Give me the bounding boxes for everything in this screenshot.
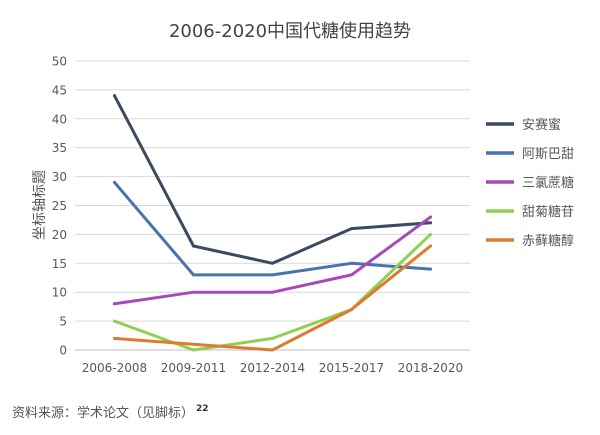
- legend-label: 三氯蔗糖: [522, 175, 574, 191]
- data-point: [350, 261, 353, 265]
- x-tick-label: 2018-2020: [398, 361, 463, 375]
- data-point: [192, 342, 195, 346]
- legend-label: 赤藓糖醇: [522, 233, 574, 249]
- data-point: [271, 336, 274, 340]
- data-point: [192, 273, 195, 277]
- y-axis-label: 坐标轴标题: [32, 170, 48, 240]
- y-tick-label: 40: [52, 112, 67, 126]
- y-tick-label: 25: [52, 199, 67, 213]
- data-point: [350, 273, 353, 277]
- y-tick-label: 20: [52, 228, 67, 242]
- line-chart: 2006-2020中国代糖使用趋势 0 5 10 15 20 25 30 35 40 45 50 2…: [32, 21, 574, 375]
- data-point: [271, 273, 274, 277]
- data-point: [350, 227, 353, 231]
- data-point: [350, 308, 353, 312]
- data-point: [271, 348, 274, 352]
- x-tick-label: 2009-2011: [161, 361, 226, 375]
- data-point: [429, 244, 432, 248]
- series-lines: [113, 94, 432, 352]
- data-point: [429, 267, 432, 271]
- y-tick-label: 35: [52, 141, 67, 155]
- x-tick-label: 2006-2008: [82, 361, 147, 375]
- source-note: 资料来源：学术论文（见脚标） 22: [12, 402, 209, 421]
- data-point: [192, 348, 195, 352]
- y-tick-label: 30: [52, 170, 67, 184]
- footnote-ref: 22: [196, 404, 209, 414]
- data-point: [429, 221, 432, 225]
- y-axis-ticks: 0 5 10 15 20 25 30 35 40 45 50: [52, 55, 67, 358]
- legend-label: 甜菊糖苷: [522, 204, 574, 220]
- data-point: [113, 94, 116, 98]
- y-tick-label: 5: [59, 315, 67, 329]
- x-tick-label: 2015-2017: [319, 361, 384, 375]
- x-tick-label: 2012-2014: [240, 361, 305, 375]
- data-point: [113, 336, 116, 340]
- gridlines: [75, 60, 470, 351]
- series-line-2: [113, 180, 432, 277]
- data-point: [113, 319, 116, 323]
- data-point: [113, 180, 116, 184]
- data-point: [271, 261, 274, 265]
- chart-title: 2006-2020中国代糖使用趋势: [169, 21, 411, 42]
- legend-label: 阿斯巴甜: [522, 146, 574, 162]
- data-point: [113, 302, 116, 306]
- y-tick-label: 50: [52, 55, 67, 69]
- data-point: [192, 244, 195, 248]
- source-text: 资料来源：学术论文（见脚标）: [12, 406, 195, 421]
- legend-label: 安赛蜜: [522, 117, 561, 133]
- data-point: [429, 215, 432, 219]
- data-point: [429, 232, 432, 236]
- y-tick-label: 0: [59, 344, 67, 358]
- data-point: [271, 290, 274, 294]
- data-point: [192, 290, 195, 294]
- y-tick-label: 10: [52, 286, 67, 300]
- y-tick-label: 45: [52, 83, 67, 97]
- y-tick-label: 15: [52, 257, 67, 271]
- x-axis-ticks: 2006-2008 2009-2011 2012-2014 2015-2017 2018…: [82, 361, 463, 375]
